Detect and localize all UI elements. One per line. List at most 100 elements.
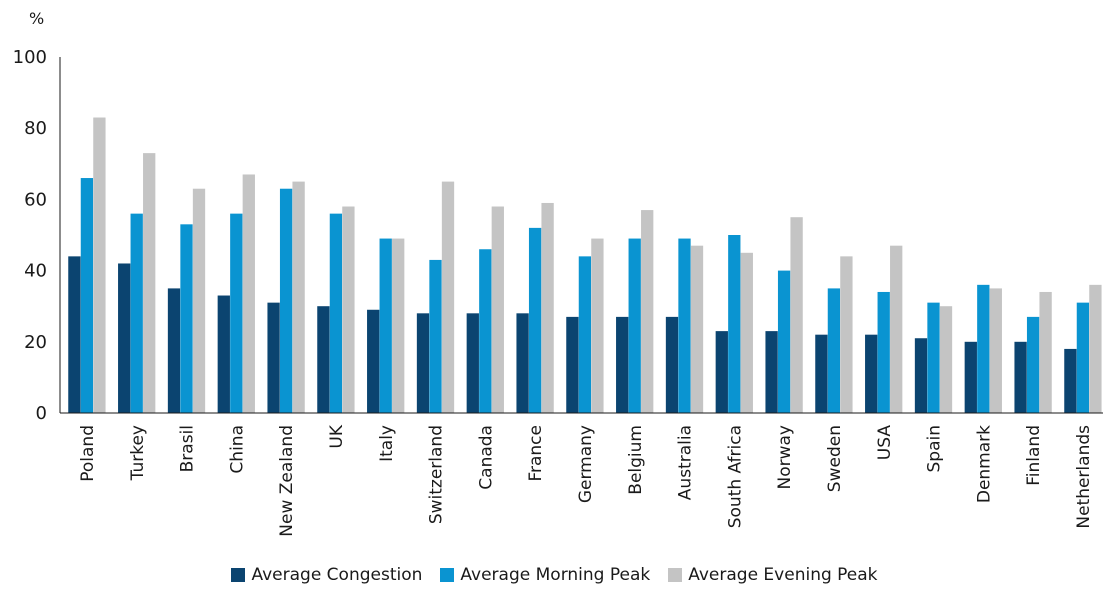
bar-average-congestion [317,306,330,413]
y-tick-label: 100 [13,47,47,68]
y-axis-unit-label: % [29,9,44,28]
bar-average-congestion [914,338,928,413]
legend-swatch [668,568,683,582]
bar-average-morning-peak [180,224,193,413]
bar-average-evening-peak [292,181,305,413]
bar-average-morning-peak [479,249,492,413]
bar-average-evening-peak [790,217,803,413]
bar-average-congestion [217,295,230,413]
bar-average-evening-peak [93,117,106,414]
bar-average-morning-peak [1026,316,1040,413]
x-category-label: Canada [476,425,496,490]
legend-swatch [440,568,455,582]
bar-average-morning-peak [728,235,741,413]
bar-average-morning-peak [528,227,542,413]
bar-average-morning-peak [977,284,990,413]
legend-swatch [231,568,246,582]
y-axis-ticks: 0 20 40 60 80 100 [13,47,47,424]
bar-average-congestion [118,263,131,413]
bars [68,117,1102,414]
bar-average-morning-peak [1076,302,1090,413]
y-tick-label: 0 [36,403,47,424]
bar-average-morning-peak [130,213,143,413]
bar-average-congestion [715,331,728,413]
bar-average-morning-peak [877,291,890,413]
bar-average-congestion [367,309,380,413]
bar-average-evening-peak [591,238,604,413]
bar-average-morning-peak [678,238,691,413]
bar-average-evening-peak [989,288,1002,413]
bar-average-morning-peak [329,213,343,413]
bar-average-evening-peak [143,153,156,413]
legend-label: Average Congestion [251,565,423,585]
bar-average-evening-peak [491,206,504,413]
bar-average-congestion [466,313,479,413]
x-category-label: Belgium [626,425,646,495]
bar-average-evening-peak [740,252,753,413]
legend-item: Average Evening Peak [668,565,878,585]
bar-average-evening-peak [392,238,405,413]
bar-average-morning-peak [927,302,940,413]
y-tick-label: 60 [24,189,47,210]
bar-average-evening-peak [890,245,903,413]
bar-chart: % 0 20 40 60 80 100 Poland Turkey Brasil China Ne… [13,9,1103,537]
bar-average-evening-peak [840,256,853,413]
x-axis-labels: Poland Turkey Brasil China New Zealand UK Ital… [78,424,1094,537]
bar-average-morning-peak [429,259,442,413]
bar-average-morning-peak [628,238,641,413]
bar-average-morning-peak [230,213,243,413]
bar-average-congestion [416,313,430,413]
bar-average-evening-peak [939,306,953,413]
x-category-label: USA [875,425,895,461]
legend-label: Average Evening Peak [688,565,878,585]
y-tick-label: 40 [24,261,47,282]
bar-average-evening-peak [690,245,704,413]
bar-average-congestion [68,256,81,413]
x-category-label: France [526,425,546,482]
bar-average-congestion [964,341,977,413]
x-category-label: Finland [1024,425,1044,486]
bar-average-morning-peak [379,238,392,413]
bar-average-congestion [566,316,579,413]
x-category-label: Switzerland [427,425,447,524]
bar-average-congestion [1064,348,1077,413]
legend-item: Average Morning Peak [440,565,650,585]
bar-average-evening-peak [242,174,255,413]
bar-average-congestion [516,313,529,413]
x-category-label: Italy [377,425,397,462]
x-category-label: Sweden [825,425,845,492]
bar-average-congestion [167,288,181,413]
chart-legend: Average Congestion Average Morning Peak Av… [0,565,1109,585]
bar-average-congestion [865,334,878,413]
bar-average-evening-peak [1039,291,1052,413]
x-category-label: New Zealand [277,425,297,537]
y-tick-label: 20 [24,332,47,353]
x-category-label: Denmark [974,425,994,503]
bar-average-congestion [267,302,280,413]
bar-average-congestion [765,331,778,413]
bar-average-evening-peak [1089,284,1102,413]
legend-label: Average Morning Peak [460,565,651,585]
legend-item: Average Congestion [231,565,422,585]
bar-average-congestion [815,334,828,413]
bar-average-evening-peak [441,181,455,413]
bar-average-morning-peak [578,256,592,413]
x-category-label: China [227,425,247,474]
bar-average-morning-peak [827,288,841,413]
bar-average-congestion [1014,341,1027,413]
bar-average-morning-peak [80,178,94,413]
bar-average-morning-peak [279,188,293,413]
x-category-label: Spain [925,425,945,473]
x-category-label: Poland [78,425,98,482]
bar-average-congestion [665,316,679,413]
bar-average-congestion [616,316,629,413]
bar-average-evening-peak [541,202,554,413]
bar-average-evening-peak [342,206,355,413]
x-category-label: Germany [576,425,596,503]
x-category-label: UK [327,424,347,448]
bar-average-evening-peak [192,188,206,413]
bar-average-morning-peak [777,270,791,413]
x-category-label: Netherlands [1074,425,1094,529]
x-category-label: Norway [775,425,795,490]
x-category-label: Australia [676,425,696,500]
